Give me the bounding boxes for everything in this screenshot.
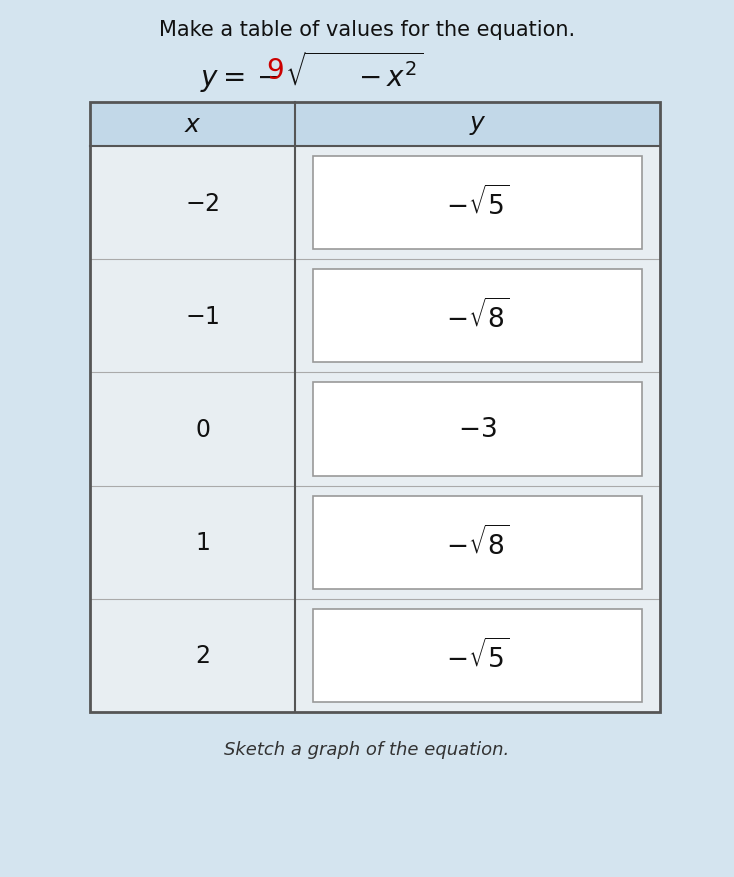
Text: $y = -\sqrt{\;\;\;\;\;\; - x^2}$: $y = -\sqrt{\;\;\;\;\;\; - x^2}$	[200, 49, 424, 95]
Text: $2$: $2$	[195, 644, 210, 667]
Bar	[313, 157, 642, 250]
Text: $-\sqrt{5}$: $-\sqrt{5}$	[446, 186, 509, 221]
Text: $9$: $9$	[266, 57, 284, 85]
Bar	[313, 383, 642, 476]
Bar	[313, 270, 642, 363]
Bar	[313, 610, 642, 702]
Bar	[90, 103, 660, 146]
Text: $y$: $y$	[469, 113, 487, 137]
Text: Sketch a graph of the equation.: Sketch a graph of the equation.	[225, 740, 509, 758]
Text: $-\sqrt{8}$: $-\sqrt{8}$	[446, 525, 509, 560]
Bar	[90, 103, 660, 712]
Text: Make a table of values for the equation.: Make a table of values for the equation.	[159, 20, 575, 40]
Text: $x$: $x$	[184, 113, 201, 137]
Text: $-1$: $-1$	[185, 304, 220, 328]
Text: $-2$: $-2$	[186, 191, 219, 216]
Bar	[313, 496, 642, 589]
Text: $-\sqrt{8}$: $-\sqrt{8}$	[446, 299, 509, 334]
Text: $1$: $1$	[195, 531, 210, 554]
Text: $0$: $0$	[195, 417, 210, 441]
Bar	[90, 103, 660, 712]
Text: $-\sqrt{5}$: $-\sqrt{5}$	[446, 638, 509, 673]
Text: $-3$: $-3$	[458, 417, 497, 443]
